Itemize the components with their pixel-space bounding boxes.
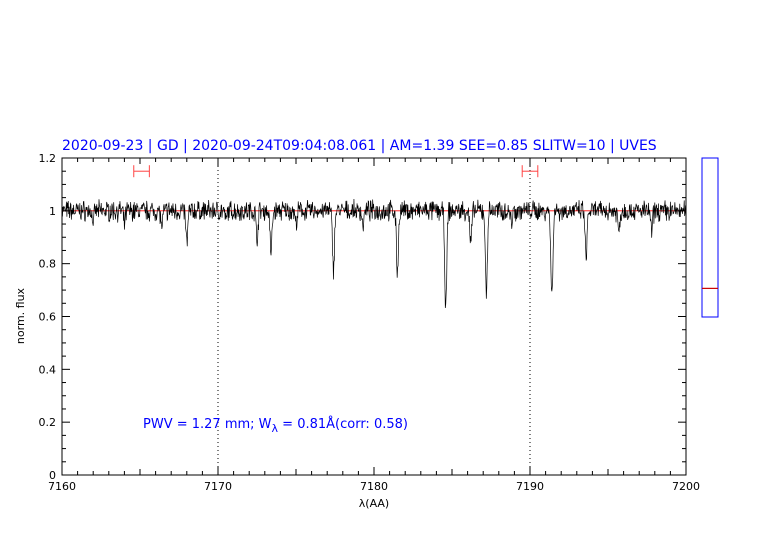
pwv-annotation-suffix: = 0.81Å(corr: 0.58) (278, 416, 408, 432)
y-tick-label: 0 (49, 469, 56, 482)
pwv-annotation-subscript: λ (272, 422, 279, 435)
x-tick-label: 7160 (48, 480, 76, 493)
y-axis-label: norm. flux (14, 287, 27, 344)
spectrum-line (61, 198, 687, 309)
pwv-annotation-prefix: PWV = 1.27 mm; W (143, 417, 272, 432)
side-panel-frame (701, 157, 719, 318)
x-axis-ticks: 7160 7170 7180 7190 7200 (48, 158, 700, 493)
side-panel (701, 157, 719, 318)
error-bars (133, 165, 539, 178)
pwv-annotation: PWV = 1.27 mm; Wλ = 0.81Å(corr: 0.58) (143, 416, 408, 435)
y-axis-ticks: 0 0.2 0.4 0.6 0.8 1 1.2 (39, 152, 686, 482)
x-tick-label: 7180 (360, 480, 388, 493)
y-tick-label: 1 (49, 205, 56, 218)
y-tick-label: 0.8 (39, 258, 57, 271)
x-axis-label: λ(AA) (359, 497, 389, 510)
y-tick-label: 0.4 (39, 363, 57, 376)
y-tick-label: 0.6 (39, 311, 57, 324)
spectrum-trace (61, 198, 687, 309)
chart-title: 2020-09-23 | GD | 2020-09-24T09:04:08.06… (62, 138, 657, 154)
x-tick-label: 7190 (516, 480, 544, 493)
x-tick-label: 7200 (672, 480, 700, 493)
y-tick-label: 0.2 (39, 416, 57, 429)
y-tick-label: 1.2 (39, 152, 57, 165)
x-tick-label: 7170 (204, 480, 232, 493)
